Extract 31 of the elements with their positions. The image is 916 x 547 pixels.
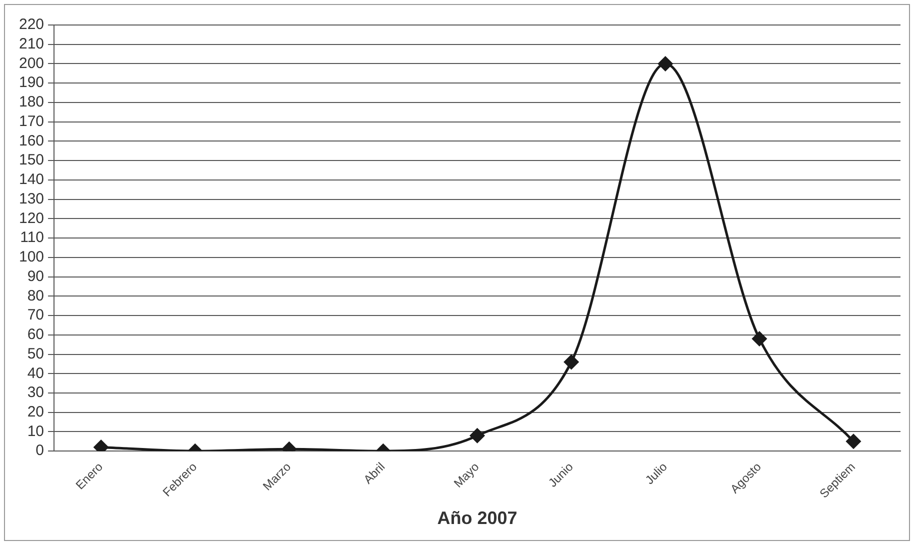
point	[470, 428, 485, 443]
y-tick-label: 20	[27, 403, 44, 420]
y-tick-label: 150	[18, 152, 44, 169]
y-tick-label: 160	[18, 132, 44, 150]
y-tick-label: 130	[18, 190, 44, 208]
y-tick-label: 110	[20, 229, 44, 246]
y-tick-label: 180	[18, 94, 44, 111]
y-tick-label: 0	[36, 442, 44, 460]
point	[846, 434, 861, 449]
point	[564, 354, 579, 370]
y-tick-label: 170	[18, 112, 44, 130]
y-tick-label: 50	[27, 345, 44, 362]
y-tick-label: 120	[18, 210, 44, 227]
x-tick-label: Julio	[642, 460, 670, 488]
y-tick-label: 40	[27, 364, 44, 382]
y-tick-label: 60	[27, 326, 44, 344]
y-tick-label: 70	[27, 306, 44, 324]
y-tick-label: 10	[27, 422, 44, 440]
point	[658, 56, 673, 71]
y-tick-label: 190	[18, 74, 44, 92]
y-tick-label: 220	[18, 16, 44, 34]
y-tick-label: 200	[18, 54, 44, 72]
point	[94, 440, 108, 452]
y-tick-label: 80	[27, 287, 44, 304]
y-tick-label: 100	[18, 248, 44, 266]
y-tick-label: 140	[18, 171, 44, 188]
y-tick-label: 90	[27, 268, 44, 285]
x-axis-title: Año 2007	[437, 508, 518, 528]
y-tick-label: 210	[18, 36, 44, 53]
y-tick-label: 30	[27, 384, 44, 402]
point	[752, 332, 767, 346]
